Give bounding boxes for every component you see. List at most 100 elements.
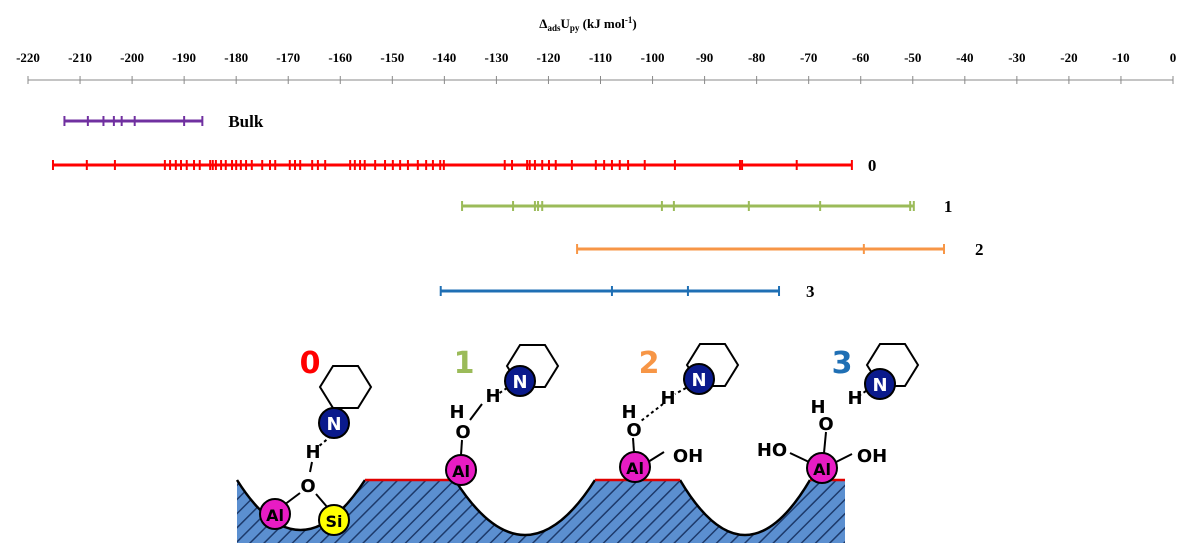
x-tick-label: -40 — [956, 50, 973, 65]
x-tick-label: -50 — [904, 50, 921, 65]
x-tick-label: -120 — [537, 50, 561, 65]
ring — [865, 343, 920, 387]
bond — [460, 439, 463, 456]
series-label: Bulk — [228, 112, 264, 131]
surface-edge — [235, 479, 812, 537]
h-bond — [497, 387, 508, 395]
x-axis-title: ΔadsUpy (kJ mol-1) — [539, 15, 636, 33]
x-tick-label: -210 — [68, 50, 92, 65]
x-tick-label: -140 — [432, 50, 456, 65]
h-bond — [674, 387, 687, 395]
atom-label: O — [818, 414, 833, 435]
atom-label: H — [847, 388, 862, 409]
bond — [315, 493, 329, 509]
atom-n — [318, 407, 350, 439]
bond — [823, 431, 827, 454]
atom-label: Si — [325, 512, 342, 531]
bond — [632, 437, 635, 453]
series-2: 1 — [461, 197, 953, 216]
atom-label: H — [449, 402, 464, 423]
x-tick-label: -130 — [484, 50, 508, 65]
panel-label: 1 — [454, 346, 475, 381]
series-label: 2 — [975, 240, 984, 259]
atom-label: HO — [757, 440, 787, 461]
atom-al — [445, 454, 477, 486]
atom-label: N — [872, 375, 887, 396]
atom-label: Al — [626, 459, 644, 478]
x-tick-label: -80 — [748, 50, 765, 65]
x-tick-label: -190 — [172, 50, 196, 65]
bond — [283, 492, 301, 506]
atom-label: H — [305, 442, 320, 463]
x-tick-label: -220 — [16, 50, 40, 65]
atom-si — [318, 504, 350, 536]
h-bond — [640, 403, 664, 422]
atom-label: H — [660, 388, 675, 409]
series-1: 0 — [51, 156, 877, 175]
ring — [505, 344, 560, 388]
atom-label: Al — [813, 460, 831, 479]
x-tick-label: -10 — [1112, 50, 1129, 65]
atom-label: H — [810, 397, 825, 418]
atom-al — [619, 451, 651, 483]
panel-1: 1 N H H O Al — [445, 344, 560, 486]
series-label: 1 — [944, 197, 953, 216]
atom-label: H — [485, 386, 500, 407]
atom-al — [806, 452, 838, 484]
title-part: Δ — [539, 16, 547, 31]
surface — [237, 480, 845, 543]
atom-label: O — [455, 422, 470, 443]
x-tick-label: -200 — [120, 50, 144, 65]
x-tick-label: -110 — [589, 50, 612, 65]
panel-label: 0 — [300, 346, 321, 381]
title-part: U — [560, 16, 570, 31]
series-3: 2 — [576, 240, 984, 259]
atom-label: Al — [266, 506, 284, 525]
atom-label: H — [621, 402, 636, 423]
x-tick-label: 0 — [1170, 50, 1177, 65]
atom-label: N — [326, 414, 341, 435]
x-tick-label: -30 — [1008, 50, 1025, 65]
title-part: ) — [632, 16, 636, 31]
atom-label: O — [300, 476, 315, 497]
bond — [647, 451, 665, 463]
bond — [789, 452, 810, 463]
title-part: -1 — [625, 15, 633, 25]
x-tick-label: -180 — [224, 50, 248, 65]
x-tick-label: -150 — [380, 50, 404, 65]
ring — [685, 343, 740, 387]
atom-al — [259, 498, 291, 530]
title-part: py — [570, 23, 580, 33]
bond — [835, 453, 853, 463]
atom-n — [864, 368, 896, 400]
x-tick-label: -90 — [696, 50, 713, 65]
panel-3: 3 N H H O Al HO OH — [757, 343, 920, 484]
bond — [309, 461, 313, 473]
atom-label: OH — [673, 446, 703, 467]
series-label: 3 — [806, 282, 815, 301]
h-bond — [859, 390, 867, 396]
x-tick-label: -60 — [852, 50, 869, 65]
panel-label: 2 — [639, 346, 660, 381]
panel-label: 3 — [832, 346, 853, 381]
atom-n — [683, 363, 715, 395]
title-part: (kJ mol — [579, 16, 625, 31]
atom-label: O — [626, 420, 641, 441]
x-tick-label: -170 — [276, 50, 300, 65]
title-part: ads — [547, 23, 561, 33]
series-0: Bulk — [63, 112, 264, 131]
atom-n — [504, 365, 536, 397]
panel-0: 0 N H O Al Si — [259, 346, 373, 536]
x-tick-label: -160 — [328, 50, 352, 65]
ring — [318, 365, 373, 409]
x-tick-label: -100 — [641, 50, 665, 65]
atom-label: N — [691, 370, 706, 391]
diagram: 0 N H O Al Si 1 N H H O A — [235, 343, 920, 543]
panel-2: 2 N H H O Al OH — [619, 343, 740, 483]
bond — [469, 403, 483, 421]
atom-label: OH — [857, 446, 887, 467]
atom-label: N — [512, 372, 527, 393]
series-4: 3 — [439, 282, 815, 301]
series-label: 0 — [868, 156, 877, 175]
